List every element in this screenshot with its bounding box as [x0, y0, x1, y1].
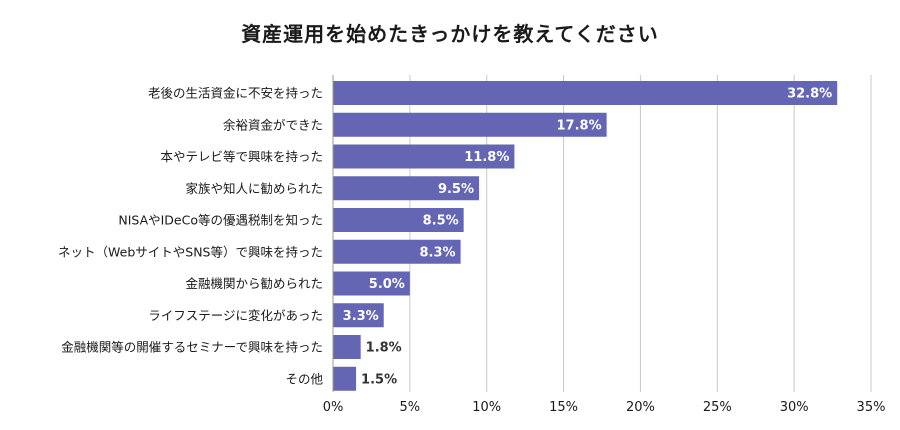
- value-label-8: 3.3%: [343, 309, 379, 324]
- bar-4: [333, 176, 480, 201]
- bar-3: [333, 144, 515, 169]
- x-tick-label-35: 35%: [857, 400, 886, 415]
- category-label-10: その他: [285, 371, 323, 386]
- bar-7: [333, 271, 410, 296]
- value-label-2: 17.8%: [557, 118, 602, 133]
- bar-5: [333, 208, 464, 232]
- category-label-8: ライフステージに変化があった: [148, 308, 323, 323]
- category-label-3: 本やテレビ等で興味を持った: [160, 149, 323, 164]
- x-tick-label-10: 10%: [472, 400, 501, 415]
- value-label-7: 5.0%: [369, 277, 405, 292]
- value-label-9: 1.8%: [366, 341, 402, 356]
- x-tick-label-25: 25%: [703, 400, 732, 415]
- bar-6: [333, 239, 461, 264]
- value-label-5: 8.5%: [423, 214, 459, 229]
- bar-2: [333, 112, 607, 137]
- category-label-9: 金融機関等の開催するセミナーで興味を持った: [61, 340, 323, 355]
- value-label-4: 9.5%: [438, 182, 474, 197]
- value-label-1: 32.8%: [787, 87, 832, 102]
- value-label-3: 11.8%: [464, 150, 509, 165]
- category-label-1: 老後の生活資金に不安を持った: [148, 86, 323, 101]
- category-label-6: ネット（WebサイトやSNS等）で興味を持った: [58, 244, 323, 259]
- value-label-6: 8.3%: [420, 245, 456, 260]
- bar-8: [333, 303, 384, 328]
- x-tick-label-30: 30%: [780, 400, 809, 415]
- category-label-2: 余裕資金ができた: [223, 117, 323, 132]
- category-label-4: 家族や知人に勧められた: [185, 181, 323, 196]
- bar-10: [333, 366, 357, 391]
- category-label-7: 金融機関から勧められた: [185, 276, 323, 291]
- x-tick-label-15: 15%: [549, 400, 578, 415]
- x-tick-label-0: 0%: [323, 400, 344, 415]
- chart-title: 資産運用を始めたきっかけを教えてください: [241, 22, 659, 46]
- x-tick-label-20: 20%: [626, 400, 655, 415]
- category-label-5: NISAやIDeCo等の優遇税制を知った: [118, 213, 323, 228]
- bar-1: [333, 81, 838, 105]
- x-tick-label-5: 5%: [400, 400, 421, 415]
- value-label-10: 1.5%: [361, 372, 397, 387]
- bar-9: [333, 335, 361, 359]
